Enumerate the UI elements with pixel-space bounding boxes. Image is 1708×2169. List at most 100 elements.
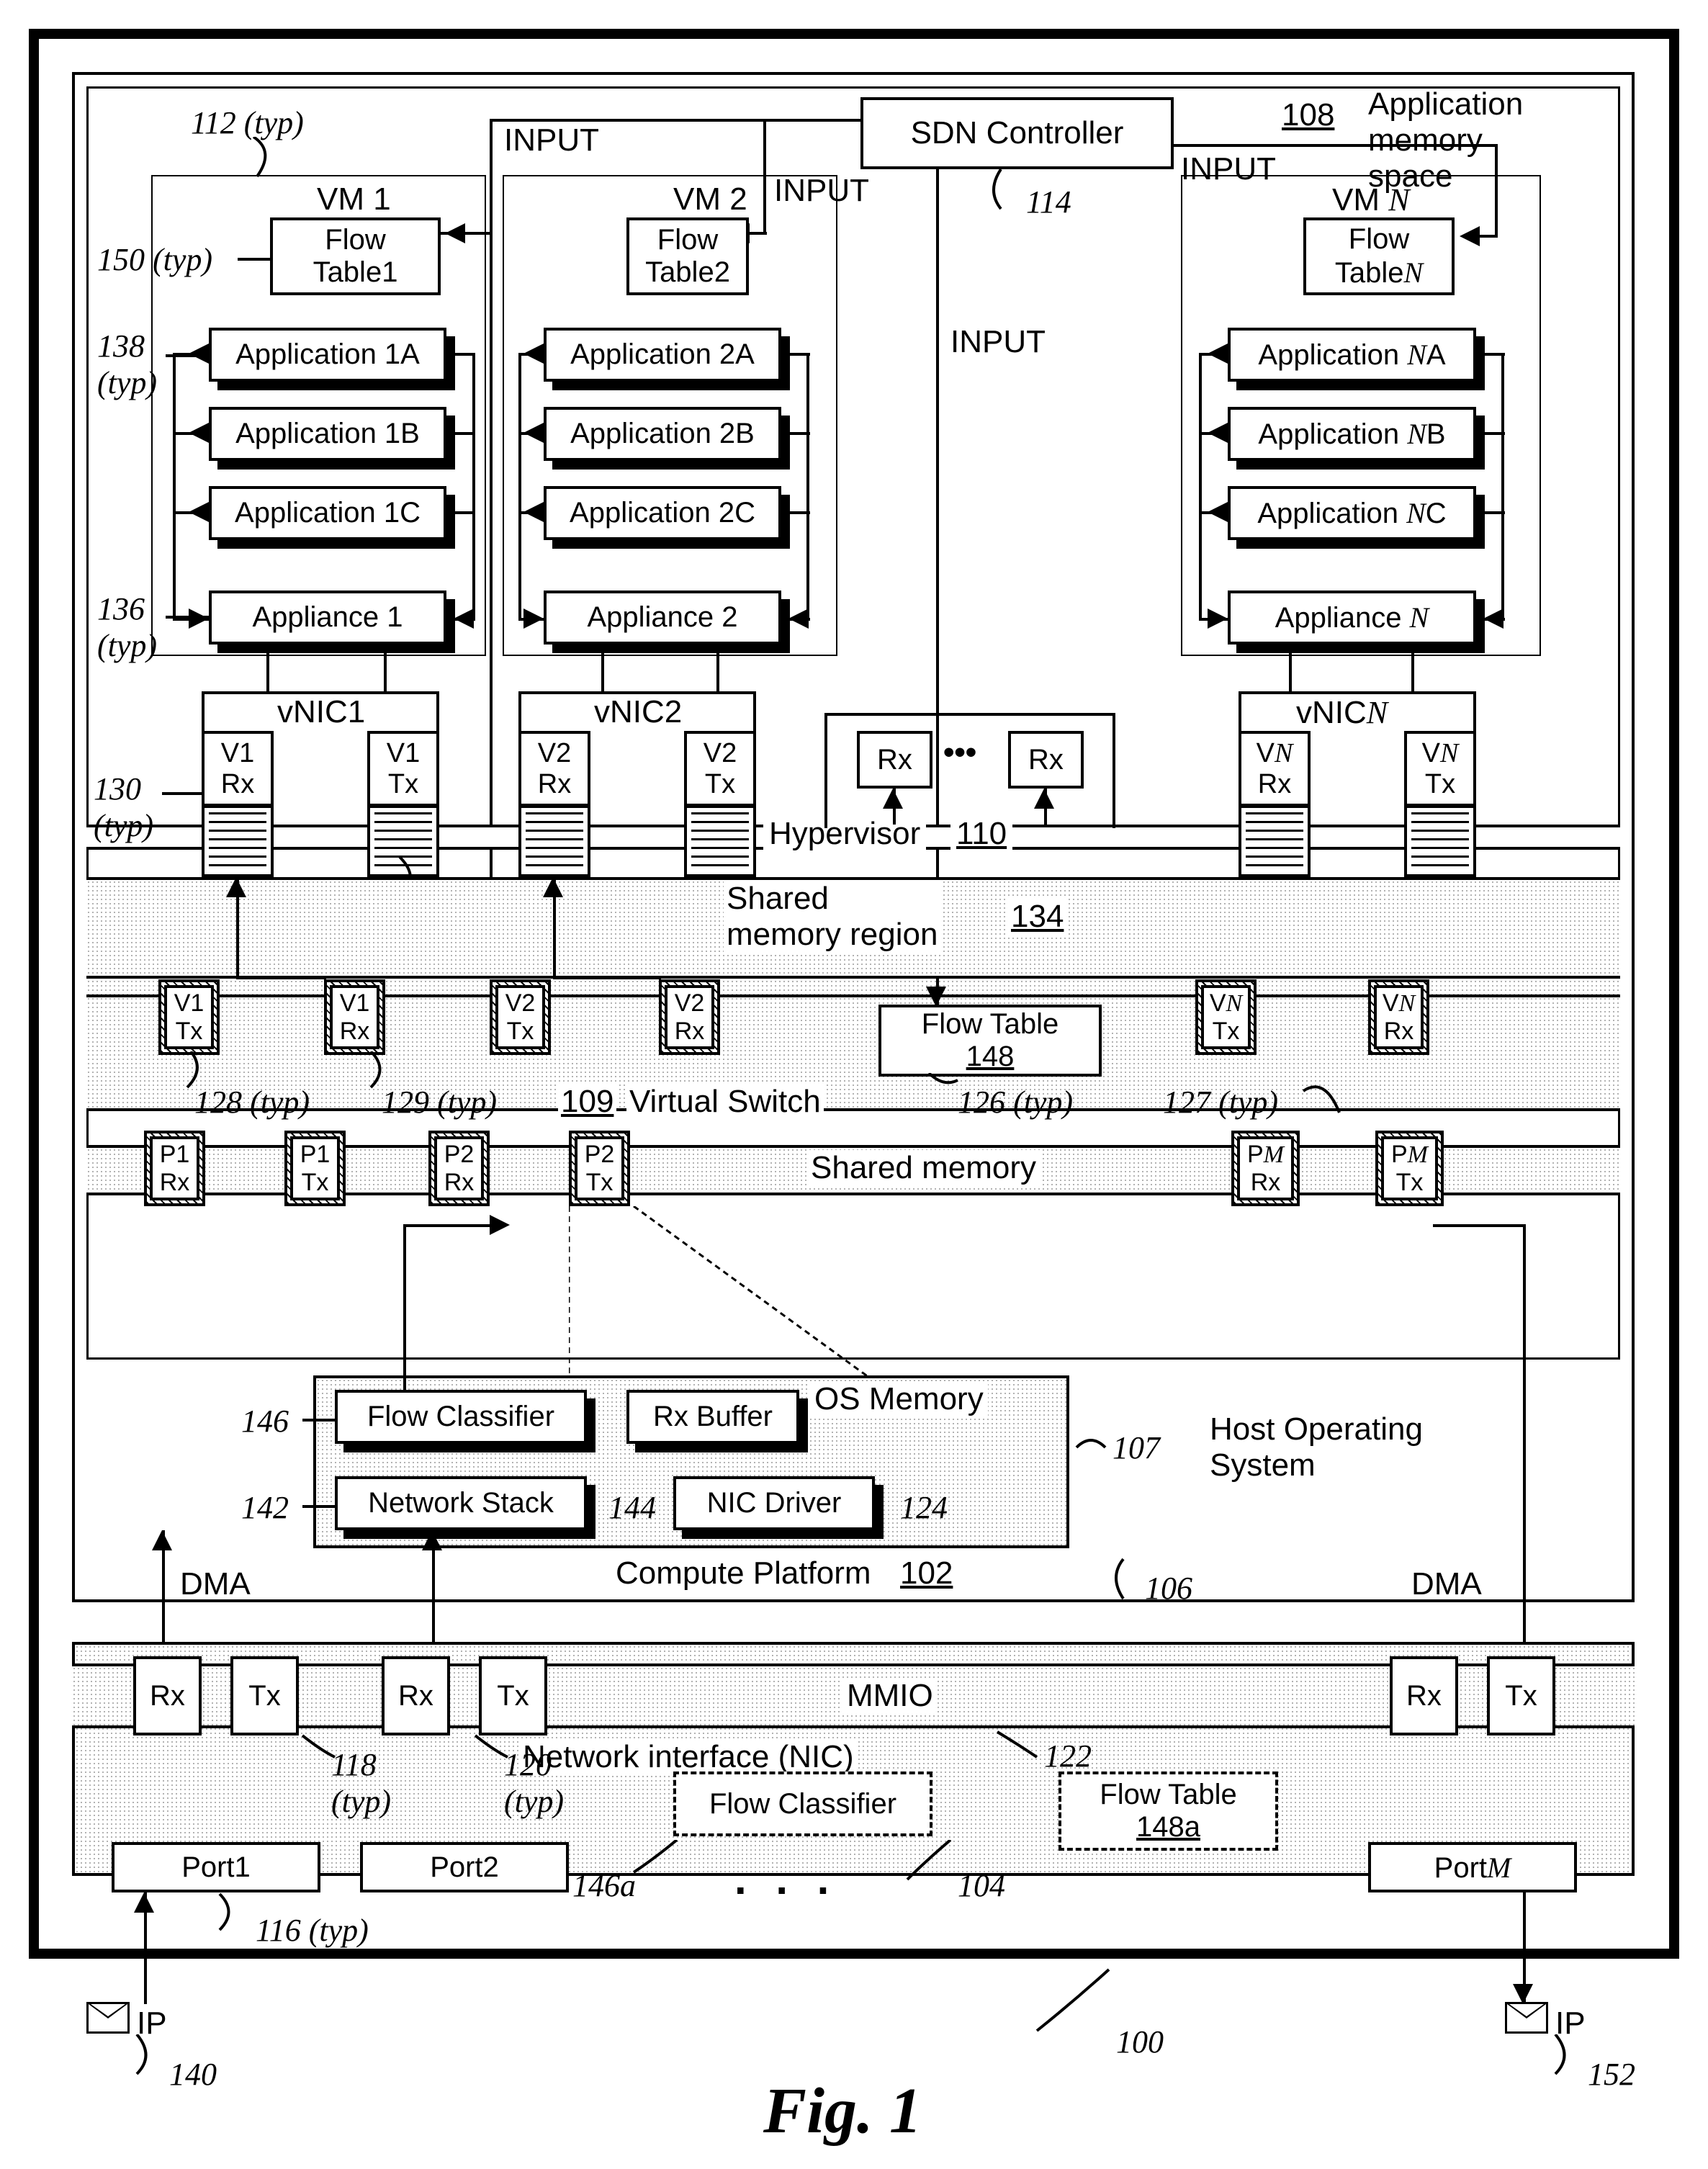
dma-l-ar xyxy=(152,1530,172,1550)
v1rx-sm-t: V1Rx xyxy=(340,989,370,1046)
vm1-outer xyxy=(151,175,486,656)
ns-ar-u xyxy=(422,1530,442,1550)
nic-rx1: Rx xyxy=(133,1656,202,1735)
curve-106 xyxy=(1102,1555,1145,1606)
label-124: 124 xyxy=(900,1489,948,1526)
p1tx-t: P1Tx xyxy=(300,1141,331,1197)
vnrx-sm-t: VNRx xyxy=(1383,989,1415,1046)
ap2-vn-v1 xyxy=(601,645,604,691)
p2rx-t: P2Rx xyxy=(444,1141,475,1197)
portm-text: PortM xyxy=(1434,1851,1511,1885)
v2tx-sm-i: V2Tx xyxy=(495,985,545,1049)
curve-114 xyxy=(972,169,1030,212)
curve-100 xyxy=(1030,1966,1116,2038)
ar-v1rx-u xyxy=(226,877,246,897)
p1rx-t: P1Rx xyxy=(160,1141,190,1197)
vnicn-label: vNICN xyxy=(1296,694,1388,731)
nic-tx2-t: Tx xyxy=(497,1680,529,1712)
ap1-vn-v1 xyxy=(266,645,269,691)
nic-txm: Tx xyxy=(1487,1656,1555,1735)
curve-107 xyxy=(1073,1429,1109,1465)
label-134: 134 xyxy=(1008,899,1066,935)
curve-122 xyxy=(994,1728,1044,1764)
pmrx-i: PMRx xyxy=(1237,1136,1294,1200)
v2rx-box: V2 Rx xyxy=(518,731,590,807)
curve-129 xyxy=(360,1051,396,1091)
input-hline-4 xyxy=(1174,144,1498,147)
v1tx-box: V1 Tx xyxy=(367,731,439,807)
label-107: 107 xyxy=(1113,1429,1160,1466)
rx-hl1 xyxy=(824,713,1113,716)
flow-classifier-box: Flow Classifier xyxy=(335,1390,587,1444)
rx-buffer-box: Rx Buffer xyxy=(626,1390,799,1444)
vmn-outer xyxy=(1181,175,1541,656)
vntx-text: VNTx xyxy=(1422,737,1459,800)
label-106: 106 xyxy=(1145,1570,1192,1607)
nic-driver-box: NIC Driver xyxy=(673,1476,875,1530)
curve-128 xyxy=(180,1051,209,1091)
sdn-label: SDN Controller xyxy=(911,115,1124,151)
nic-tx2: Tx xyxy=(479,1656,547,1735)
v1rx-q xyxy=(202,805,274,877)
flow-table-dashed: Flow Table148a xyxy=(1058,1771,1278,1851)
label-108: 108 xyxy=(1282,97,1334,133)
vnic2-label: vNIC2 xyxy=(594,694,682,730)
nd-text: NIC Driver xyxy=(707,1487,842,1519)
v2rx-sm-t: V2Rx xyxy=(675,989,705,1046)
label-140: 140 xyxy=(169,2056,217,2093)
ns-text: Network Stack xyxy=(368,1487,554,1519)
label-142: 142 xyxy=(241,1489,289,1526)
shared-mem-region-label: Sharedmemory region xyxy=(724,881,940,953)
label-120: 120 (typ) xyxy=(504,1746,564,1820)
curve-116 xyxy=(212,1890,259,1934)
rx-vl1 xyxy=(824,713,827,828)
port1-text: Port1 xyxy=(181,1851,251,1884)
port2-box: Port2 xyxy=(360,1842,569,1892)
vntx-sm-i: VNTx xyxy=(1201,985,1251,1049)
fc-to-vs-ar xyxy=(490,1215,510,1235)
v1rx-box: V1 Rx xyxy=(202,731,274,807)
label-118: 118 (typ) xyxy=(331,1746,391,1820)
label-122: 122 xyxy=(1044,1738,1092,1774)
rx1-ar-u xyxy=(883,789,903,809)
label-102: 102 xyxy=(900,1555,953,1591)
line-142 xyxy=(302,1505,335,1508)
nic-rx2: Rx xyxy=(382,1656,450,1735)
pmrx-t: PMRx xyxy=(1247,1141,1284,1197)
rx2-ar-u xyxy=(1034,789,1054,809)
v2tx-q xyxy=(684,805,756,877)
line-146 xyxy=(302,1419,335,1422)
curve-152 xyxy=(1548,2034,1591,2078)
vntx-q xyxy=(1404,805,1476,877)
curve-127 xyxy=(1296,1077,1347,1127)
rx-vl2 xyxy=(1113,713,1115,828)
fc-to-vs-v xyxy=(403,1224,406,1390)
ap1-vn-v2 xyxy=(384,645,387,691)
nic-txm-t: Tx xyxy=(1505,1680,1537,1712)
nic-rx2-t: Rx xyxy=(398,1680,433,1712)
v1tx-text: V1 Tx xyxy=(387,738,420,800)
label-114: 114 xyxy=(1026,184,1071,220)
dma-r-h xyxy=(1433,1224,1525,1227)
p2rx-i: P2Rx xyxy=(434,1136,484,1200)
nic-tx1-t: Tx xyxy=(248,1680,280,1712)
input-label-1: INPUT xyxy=(504,122,599,158)
label-116: 116 (typ) xyxy=(256,1912,369,1949)
label-130: 130 (typ) xyxy=(94,771,153,844)
label-136: 136 (typ) xyxy=(97,590,157,664)
v2tx-box: V2 Tx xyxy=(684,731,756,807)
rx-box-1: Rx xyxy=(857,731,932,789)
ft-dashed-text: Flow Table148a xyxy=(1100,1779,1236,1844)
vnrx-box: VNRx xyxy=(1239,731,1311,807)
label-144: 144 xyxy=(608,1489,656,1526)
dma-l-label: DMA xyxy=(180,1566,251,1602)
diagram-canvas: 108 Applicationmemory space SDN Controll… xyxy=(0,0,1708,2169)
v2rx-sm-i: V2Rx xyxy=(665,985,714,1049)
rx-box-2: Rx xyxy=(1008,731,1084,789)
p1tx-i: P1Tx xyxy=(290,1136,340,1200)
nic-tx1: Tx xyxy=(230,1656,299,1735)
portm-box: PortM xyxy=(1368,1842,1577,1892)
v1rx-sm-i: V1Rx xyxy=(330,985,379,1049)
vnrx-sm-i: VNRx xyxy=(1374,985,1424,1049)
v1tx-sm-t: V1Tx xyxy=(174,989,204,1046)
